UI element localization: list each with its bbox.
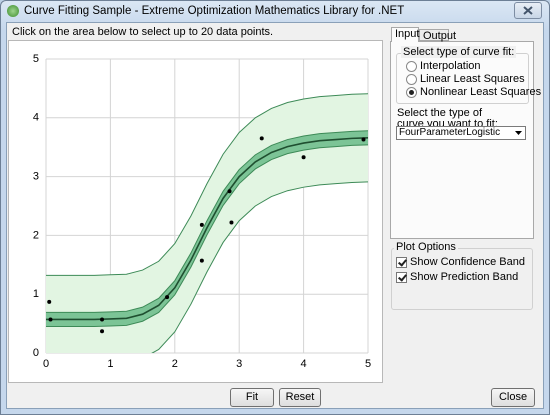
dropdown-arrow [515, 131, 522, 135]
radio-button[interactable] [406, 87, 417, 98]
y-tick-label: 5 [33, 53, 39, 65]
prediction-band-lower [151, 181, 368, 353]
fit-curve [46, 136, 368, 321]
x-tick-label: 5 [365, 358, 371, 370]
x-tick-label: 3 [236, 358, 242, 370]
y-tick-label: 2 [33, 229, 39, 241]
button[interactable]: Close [491, 388, 535, 407]
tab-page [390, 41, 534, 239]
data-point [165, 295, 170, 300]
check-mark [398, 272, 407, 282]
app-icon [7, 5, 19, 17]
prediction-band-upper [46, 93, 368, 276]
radio-button[interactable] [406, 74, 417, 85]
curve-fit-label: Select type of curve fit: [401, 46, 517, 58]
button[interactable]: Fit [230, 388, 274, 407]
y-tick-label: 3 [33, 171, 39, 183]
curve-type-label: Select the type of curve you want to fit… [397, 107, 498, 130]
y-tick-label: 4 [33, 112, 39, 124]
tab[interactable]: Output [419, 29, 456, 42]
x-tick-label: 1 [107, 358, 113, 370]
data-point [199, 222, 204, 227]
checkbox[interactable] [396, 257, 407, 268]
y-tick-label: 0 [33, 347, 39, 359]
curve-type-value: FourParameterLogistic [399, 127, 501, 138]
data-point [227, 189, 232, 194]
tab[interactable]: Input [391, 27, 419, 42]
data-point [301, 155, 306, 160]
radio-label: Interpolation [420, 60, 481, 72]
close-window-button[interactable] [514, 2, 542, 19]
data-point [48, 317, 53, 322]
radio-dot [409, 90, 414, 95]
data-point [259, 136, 264, 141]
checkbox[interactable] [396, 272, 407, 283]
data-point [229, 220, 234, 225]
data-point [100, 317, 105, 322]
checkbox-label: Show Prediction Band [410, 271, 519, 283]
data-point [47, 299, 52, 304]
confidence-band-lower [46, 144, 368, 328]
plot-options-group [391, 248, 533, 310]
plot-options-label: Plot Options [394, 241, 458, 253]
x-tick-label: 4 [301, 358, 307, 370]
check-mark [398, 257, 407, 267]
x-tick-label: 2 [172, 358, 178, 370]
button[interactable]: Reset [279, 388, 321, 407]
confidence-band-upper [46, 130, 368, 313]
instruction: Click on the area below to select up to … [12, 26, 274, 38]
curve-type-dropdown[interactable]: FourParameterLogistic [396, 126, 526, 140]
radio-label: Nonlinear Least Squares [420, 86, 542, 98]
data-point [199, 258, 204, 263]
close-icon [523, 6, 533, 15]
checkbox-label: Show Confidence Band [410, 256, 525, 268]
y-tick-label: 1 [33, 288, 39, 300]
radio-button[interactable] [406, 61, 417, 72]
radio-label: Linear Least Squares [420, 73, 525, 85]
data-point [361, 137, 366, 142]
x-tick-label: 0 [43, 358, 49, 370]
plot-area[interactable]: 0 1 2 3 4 5 0 1 2 3 4 5 [8, 40, 383, 383]
curves [46, 93, 368, 353]
window-title: Curve Fitting Sample - Extreme Optimizat… [24, 5, 405, 17]
data-point [100, 329, 105, 334]
